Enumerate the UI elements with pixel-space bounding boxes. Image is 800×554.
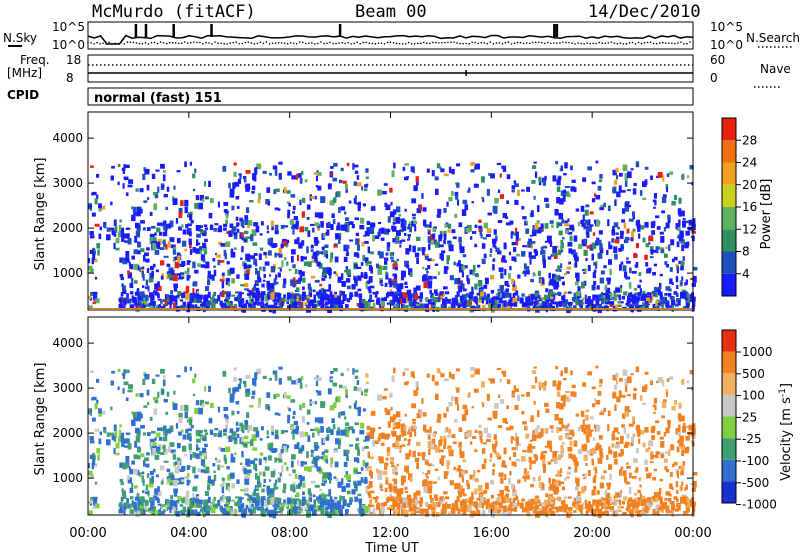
colorbar-swatch: [722, 416, 736, 439]
freq-left-tick-bottom: 8: [66, 71, 74, 85]
colorbar-tick-label: 28: [742, 133, 757, 147]
colorbar-swatch: [722, 481, 736, 503]
date-title: 14/Dec/2010: [588, 2, 701, 22]
velocity-colorbar-label: Velocity [m s-1]: [778, 383, 794, 481]
noise-right-tick-top: 10^5: [710, 20, 743, 34]
colorbar-tick-label: 8: [742, 245, 750, 259]
power-colorbar: 4 8 12 16 20 24 28: [721, 117, 757, 297]
noise-search-label: N.Search: [746, 31, 800, 45]
nave-right-tick-bottom: 0: [710, 71, 718, 85]
time-axis: 00:00 04:00 08:00 12:00 16:00 20:00 00:00: [69, 112, 712, 541]
colorbar-tick-label: -1000: [742, 498, 777, 512]
colorbar-swatch: [722, 438, 736, 460]
noise-spikes: [134, 24, 559, 37]
range-tick-label: 3000: [52, 381, 83, 395]
power-scatter: [88, 160, 698, 314]
colorbar-swatch: [722, 459, 736, 482]
station-title: McMurdo (fitACF): [92, 2, 256, 22]
colorbar-swatch: [722, 140, 736, 163]
time-tick-label: 08:00: [271, 526, 308, 541]
time-tick-label: 20:00: [573, 526, 610, 541]
cpid-label: CPID: [7, 88, 39, 102]
nave-right-tick-top: 60: [710, 53, 725, 67]
range-tick-label: 2000: [52, 426, 83, 440]
colorbar-tick-label: 12: [742, 222, 757, 236]
range-tick-label: 3000: [52, 176, 83, 190]
colorbar-swatch: [722, 373, 736, 395]
colorbar-swatch: [722, 207, 736, 230]
colorbar-swatch: [722, 184, 736, 207]
time-tick-label: 00:00: [674, 526, 711, 541]
time-tick-label: 00:00: [69, 526, 106, 541]
noise-left-tick-bottom: 10^0: [52, 38, 85, 52]
colorbar-swatch: [722, 162, 736, 185]
colorbar-tick-label: -100: [742, 454, 769, 468]
freq-left-tick-top: 18: [66, 53, 81, 67]
colorbar-tick-label: 16: [742, 200, 757, 214]
colorbar-tick-label: 24: [742, 156, 757, 170]
range-tick-label: 1000: [52, 266, 83, 280]
time-axis-label: Time UT: [364, 541, 418, 554]
cpid-panel: CPID normal (fast) 151: [7, 87, 694, 106]
noise-sky-trace: [87, 34, 694, 45]
range-tick-label: 2000: [52, 221, 83, 235]
power-colorbar-label: Power [dB]: [759, 179, 774, 250]
range-tick-label: 1000: [52, 471, 83, 485]
time-tick-label: 12:00: [372, 526, 409, 541]
colorbar-tick-label: 500: [742, 367, 765, 381]
freq-label-line2: [MHz]: [7, 66, 42, 80]
colorbar-tick-label: -500: [742, 476, 769, 490]
range-tick-label: 4000: [52, 131, 83, 145]
velocity-y-axis: 1000 2000 3000 4000: [52, 336, 693, 485]
colorbar-tick-label: 25: [742, 410, 757, 424]
power-y-label: Slant Range [km]: [33, 158, 48, 271]
colorbar-tick-label: 1000: [742, 345, 773, 359]
velocity-y-label: Slant Range [km]: [33, 363, 48, 476]
time-tick-label: 04:00: [170, 526, 207, 541]
colorbar-swatch: [722, 330, 736, 352]
cpid-mode: normal (fast) 151: [94, 91, 222, 106]
colorbar-tick-label: 20: [742, 178, 757, 192]
colorbar-swatch: [722, 351, 736, 374]
velocity-scatter: [88, 365, 698, 519]
colorbar-swatch: [722, 229, 736, 252]
noise-left-tick-top: 10^5: [52, 20, 85, 34]
noise-panel: N.Sky 10^5 10^0 10^5 10^0 N.Search: [3, 20, 800, 52]
frequency-panel: Freq. [MHz] 18 8 60 0 Nave: [7, 53, 791, 88]
colorbar-swatch: [722, 273, 736, 296]
time-tick-label: 16:00: [473, 526, 510, 541]
colorbar-swatch: [722, 118, 736, 141]
power-y-axis: 1000 2000 3000 4000: [52, 131, 693, 280]
velocity-panel: 1000 2000 3000 4000 Slant Range [km] 1000 50…: [33, 316, 794, 519]
colorbar-tick-label: -25: [742, 432, 762, 446]
colorbar-swatch: [722, 251, 736, 274]
freq-label-line1: Freq.: [20, 53, 50, 67]
noise-right-tick-bottom: 10^0: [710, 38, 743, 52]
range-tick-label: 4000: [52, 336, 83, 350]
colorbar-swatch: [722, 394, 736, 417]
power-panel: 1000 2000 3000 4000 Slant Range [km] 4 8 12 16…: [33, 111, 774, 314]
noise-search-trace: [87, 41, 691, 45]
velocity-colorbar: 1000 500 100 25 -25 -100 -500 -1000: [721, 329, 777, 512]
colorbar-tick-label: 4: [742, 267, 750, 281]
beam-title: Beam 00: [355, 2, 427, 22]
nave-label: Nave: [760, 62, 791, 76]
colorbar-tick-label: 100: [742, 389, 765, 403]
noise-sky-label: N.Sky: [3, 31, 37, 45]
